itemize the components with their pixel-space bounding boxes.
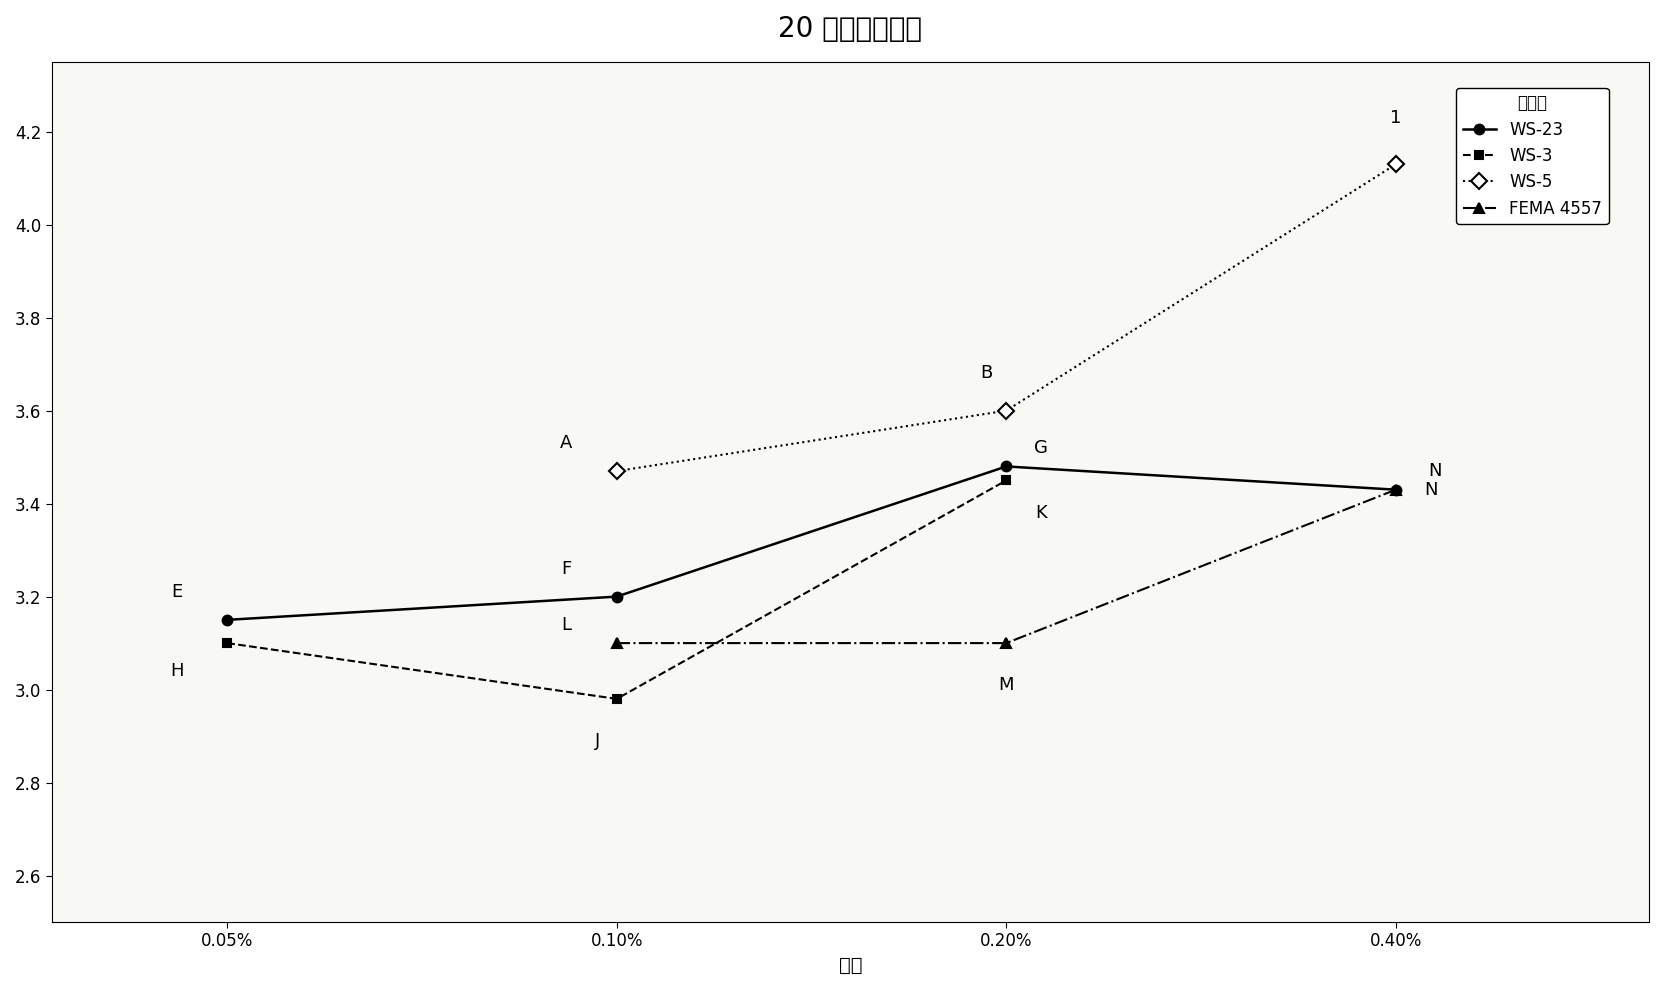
Text: J: J (594, 732, 601, 749)
WS-5 (1386, 158, 1406, 170)
X-axis label: 浓度: 浓度 (839, 956, 862, 975)
Line: WS-3: WS-3 (223, 476, 1010, 703)
WS-5 (607, 465, 627, 477)
WS-23 (607, 591, 627, 603)
WS-23 (218, 614, 238, 626)
Text: G: G (1035, 439, 1048, 456)
Line: WS-23: WS-23 (223, 461, 1401, 625)
Text: M: M (998, 676, 1013, 694)
Text: L: L (561, 616, 571, 634)
Text: A: A (559, 435, 572, 452)
Legend: WS-23, WS-3, WS-5, FEMA 4557: WS-23, WS-3, WS-5, FEMA 4557 (1456, 87, 1609, 224)
FEMA 4557 (1386, 484, 1406, 496)
WS-5 (997, 405, 1017, 417)
Text: N: N (1424, 481, 1438, 499)
Line: FEMA 4557: FEMA 4557 (612, 485, 1401, 648)
WS-3 (607, 693, 627, 705)
WS-3 (997, 474, 1017, 486)
Text: K: K (1035, 504, 1047, 522)
WS-23 (997, 460, 1017, 472)
Text: B: B (980, 364, 993, 382)
Text: 1: 1 (1389, 109, 1401, 127)
Line: WS-5: WS-5 (611, 158, 1401, 476)
WS-3 (218, 638, 238, 649)
Text: F: F (561, 559, 571, 578)
Text: N: N (1428, 462, 1441, 480)
Title: 20 分钟凉味强度: 20 分钟凉味强度 (779, 15, 922, 43)
WS-23 (1386, 484, 1406, 496)
FEMA 4557 (997, 638, 1017, 649)
Text: E: E (171, 583, 181, 601)
FEMA 4557 (607, 638, 627, 649)
Text: H: H (170, 662, 183, 680)
